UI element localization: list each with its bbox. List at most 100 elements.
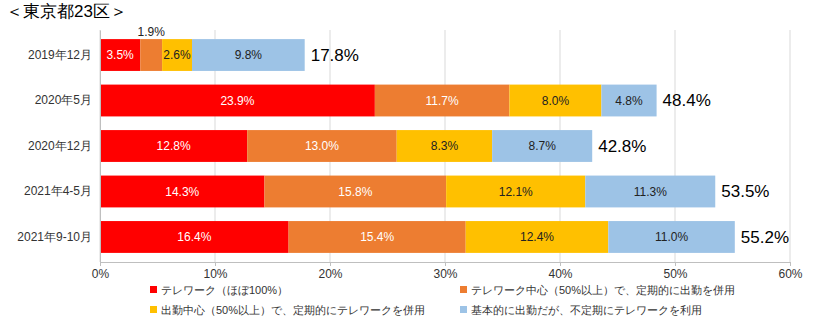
x-tick: 0% [92,262,110,281]
bar [100,39,140,71]
legend-entry: 出勤中心（50%以上）で、定期的にテレワークを併用 [150,304,425,316]
bar [446,176,585,208]
bar [162,39,192,71]
data-label: 11.3% [634,185,667,199]
x-tick-mark [330,262,331,266]
bar [466,221,609,253]
grid-line [100,30,101,262]
data-label: 11.7% [426,94,459,108]
x-tick-mark [100,262,101,266]
total-label: 48.4% [663,91,711,110]
data-label: 11.0% [655,230,688,244]
legend-swatch [460,286,467,293]
data-label: 1.9% [137,25,165,39]
y-tick-label: 2021年9-10月 [17,230,92,244]
x-tick-mark [560,262,561,266]
y-tick-label: 2020年12月 [28,139,92,153]
legend-entry: テレワーク中心（50%以上）で、定期的に出勤を併用 [460,284,735,296]
x-axis-line [101,263,791,267]
y-tick: 2021年4-5月 [24,184,100,198]
data-label: 8.7% [528,139,556,153]
data-label: 2.6% [163,48,191,62]
total-label: 42.8% [598,137,646,156]
y-axis-line [100,31,101,263]
data-label: 8.0% [542,94,570,108]
bar [375,85,510,117]
data-label: 12.4% [520,230,554,244]
legend-entry: テレワーク（ほぼ100%） [150,284,288,296]
bar [264,176,446,208]
x-tick-label: 20% [318,267,342,281]
legend-swatch [460,306,467,313]
data-label: 16.4% [177,230,211,244]
data-label: 15.8% [338,185,372,199]
y-tick: 2019年12月 [28,48,100,62]
total-label: 53.5% [721,182,769,201]
legend-entry: 基本的に出勤だが、不定期にテレワークを利用 [460,304,702,316]
data-label: 3.5% [106,48,134,62]
y-tick: 2020年12月 [28,139,100,153]
grid [100,30,790,262]
data-label: 14.3% [165,185,199,199]
x-tick-mark [675,262,676,266]
bar [289,221,466,253]
bar [608,221,735,253]
x-tick-label: 30% [433,267,457,281]
bar [585,176,715,208]
data-label: 4.8% [615,94,643,108]
legend: テレワーク（ほぼ100%） テレワーク中心（50%以上）で、定期的に出勤を併用出勤… [150,284,735,316]
x-tick: 50% [663,262,687,281]
x-tick-mark [215,262,216,266]
bar [100,85,375,117]
x-tick-label: 0% [92,267,110,281]
bars [100,39,735,253]
bar [100,176,264,208]
legend-label: 出勤中心（50%以上）で、定期的にテレワークを併用 [161,304,425,316]
x-tick-label: 50% [663,267,687,281]
grid-line [790,30,791,262]
bar [100,130,247,162]
data-label: 12.1% [499,185,533,199]
y-tick-label: 2020年5月 [35,93,92,107]
legend-label: テレワーク（ほぼ100%） [161,284,288,296]
x-tick-label: 40% [548,267,572,281]
x-tick-label: 10% [203,267,227,281]
chart-container: ＜東京都23区＞ 3.5% 23.9% 12.8% 14.3% 16.4% 1.9% 11.7… [0,0,824,324]
x-axis: 0% 10% 20% 30% 40% 50% 60% [92,262,803,281]
x-tick: 20% [318,262,342,281]
x-tick: 30% [433,262,457,281]
bar [100,221,289,253]
legend-swatch [150,306,157,313]
x-tick-label: 60% [778,267,802,281]
legend-label: テレワーク中心（50%以上）で、定期的に出勤を併用 [471,284,735,296]
legend-label: 基本的に出勤だが、不定期にテレワークを利用 [471,304,702,316]
total-label: 55.2% [741,228,789,247]
bar [140,39,162,71]
title: ＜東京都23区＞ [6,2,127,21]
data-label: 15.4% [360,230,394,244]
x-tick: 60% [778,262,802,281]
total-label: 17.8% [311,46,359,65]
totals: 17.8% 48.4% 42.8% 53.5% 55.2% [311,46,789,247]
legend-swatch [150,286,157,293]
data-label: 9.8% [235,48,263,62]
chart-svg: ＜東京都23区＞ 3.5% 23.9% 12.8% 14.3% 16.4% 1.9% 11.7… [0,0,824,324]
x-tick: 40% [548,262,572,281]
data-label: 12.8% [157,139,191,153]
x-tick-mark [790,262,791,266]
y-tick-label: 2021年4-5月 [24,184,92,198]
x-tick-mark [445,262,446,266]
bar [247,130,397,162]
y-tick: 2021年9-10月 [17,230,100,244]
bar [397,130,492,162]
bar [509,85,601,117]
bar [192,39,305,71]
bar [492,130,592,162]
y-tick-label: 2019年12月 [28,48,92,62]
data-label: 23.9% [220,94,254,108]
bar [601,85,656,117]
y-axis: 2019年12月 2020年5月 2020年12月 2021年4-5月 2021年9-1… [17,31,100,263]
x-tick: 10% [203,262,227,281]
y-tick: 2020年5月 [35,93,100,107]
data-labels: 3.5%23.9%12.8%14.3%16.4%1.9%11.7%13.0%15… [106,25,688,244]
